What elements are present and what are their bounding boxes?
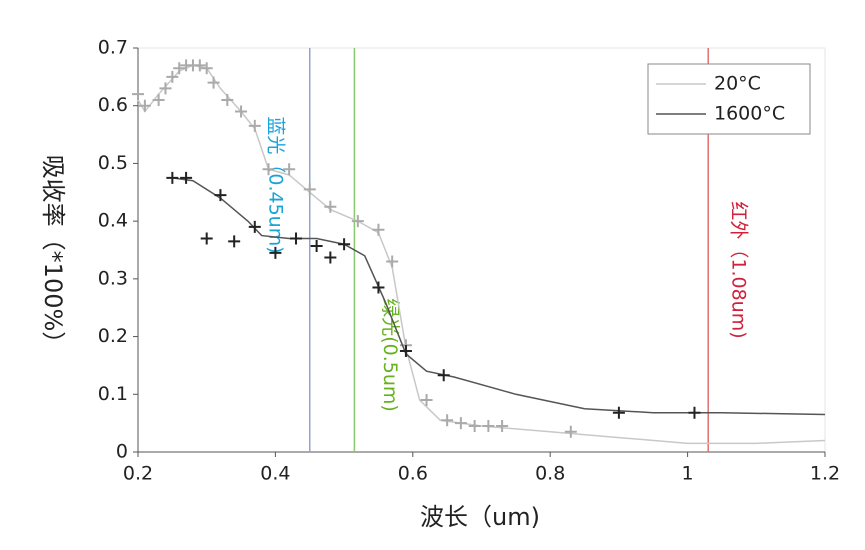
marker bbox=[159, 82, 172, 95]
marker bbox=[351, 215, 364, 228]
y-axis-title: 吸收率（*100%） bbox=[39, 155, 67, 356]
marker bbox=[132, 88, 144, 101]
legend-box bbox=[647, 63, 811, 135]
marker bbox=[207, 76, 220, 89]
reference-label: 红外（1.08um) bbox=[728, 201, 750, 338]
x-tick-label: 1.2 bbox=[810, 463, 840, 485]
marker bbox=[166, 70, 179, 83]
y-tick-label: 0 bbox=[116, 441, 128, 463]
marker bbox=[228, 235, 241, 248]
marker bbox=[324, 200, 337, 213]
marker bbox=[372, 281, 385, 294]
x-tick-label: 0.6 bbox=[398, 463, 428, 485]
marker bbox=[372, 223, 385, 236]
marker bbox=[200, 62, 213, 75]
y-tick-label: 0.1 bbox=[98, 383, 128, 405]
x-axis-title: 波长（um) bbox=[420, 503, 540, 531]
marker bbox=[152, 93, 165, 106]
marker bbox=[303, 183, 316, 196]
marker bbox=[482, 420, 495, 433]
marker bbox=[441, 414, 454, 427]
x-tick-label: 1 bbox=[682, 463, 694, 485]
y-tick-label: 0.3 bbox=[98, 267, 128, 289]
marker bbox=[290, 232, 303, 245]
marker bbox=[420, 394, 433, 407]
x-tick-label: 0.2 bbox=[123, 463, 153, 485]
marker bbox=[235, 105, 248, 118]
legend-label: 1600°C bbox=[714, 103, 785, 125]
marker bbox=[283, 163, 296, 176]
y-tick-label: 0.4 bbox=[98, 210, 128, 232]
marker bbox=[338, 238, 351, 251]
marker bbox=[214, 189, 227, 202]
reference-label: 蓝光（0.45um) bbox=[264, 116, 286, 253]
marker bbox=[612, 406, 625, 419]
x-tick-label: 0.4 bbox=[260, 463, 290, 485]
marker bbox=[180, 171, 193, 184]
marker bbox=[564, 425, 577, 438]
marker bbox=[248, 119, 261, 132]
marker bbox=[310, 239, 323, 252]
marker bbox=[173, 62, 186, 75]
y-tick-label: 0.6 bbox=[98, 94, 128, 116]
legend-label: 20°C bbox=[714, 73, 761, 95]
marker bbox=[269, 246, 282, 259]
series-line bbox=[172, 177, 826, 416]
marker bbox=[468, 420, 481, 433]
y-tick-label: 0.5 bbox=[98, 152, 128, 174]
marker bbox=[496, 420, 509, 433]
marker bbox=[248, 220, 261, 233]
x-tick-label: 0.8 bbox=[535, 463, 565, 485]
y-tick-label: 0.2 bbox=[98, 325, 128, 347]
marker bbox=[166, 171, 179, 184]
marker bbox=[454, 417, 467, 430]
y-tick-label: 0.7 bbox=[98, 37, 128, 59]
marker bbox=[324, 251, 337, 264]
marker bbox=[399, 345, 412, 357]
marker bbox=[437, 369, 450, 382]
marker bbox=[221, 93, 234, 106]
marker bbox=[138, 99, 151, 112]
marker bbox=[200, 232, 213, 245]
marker bbox=[193, 59, 206, 72]
marker bbox=[688, 406, 701, 419]
marker bbox=[262, 163, 275, 176]
marker bbox=[386, 255, 399, 268]
